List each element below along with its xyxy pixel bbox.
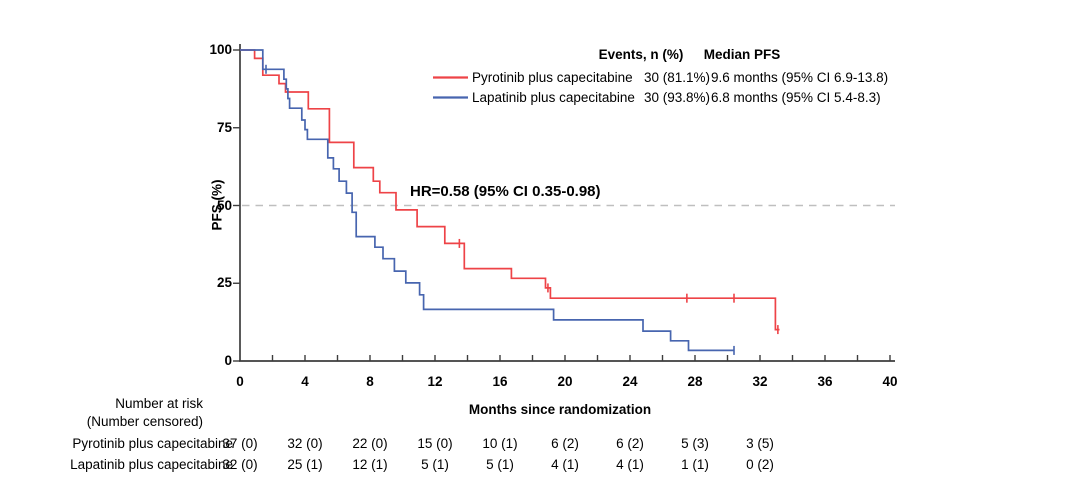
legend-label-pyrotinib: Pyrotinib plus capecitabine	[472, 70, 633, 85]
x-tick-label: 20	[557, 374, 573, 389]
y-tick-label: 25	[216, 275, 232, 291]
risk-value: 5 (1)	[421, 457, 449, 472]
x-tick-label: 28	[687, 374, 703, 389]
risk-value: 3 (5)	[746, 436, 774, 451]
risk-value: 0 (2)	[746, 457, 774, 472]
hr-annotation: HR=0.58 (95% CI 0.35-0.98)	[410, 183, 601, 200]
x-tick-label: 36	[817, 374, 833, 389]
legend-events-lapatinib: 30 (93.8%)	[644, 90, 711, 105]
risk-value: 32 (0)	[222, 457, 258, 472]
legend-events-pyrotinib: 30 (81.1%)	[644, 70, 711, 85]
x-tick-label: 0	[236, 374, 244, 389]
risk-table-header-line1: Number at risk	[115, 396, 203, 411]
x-tick-label: 12	[427, 374, 443, 389]
risk-value: 4 (1)	[616, 457, 644, 472]
risk-value: 5 (3)	[681, 436, 709, 451]
risk-value: 15 (0)	[417, 436, 453, 451]
risk-value: 6 (2)	[551, 436, 579, 451]
legend-header-events: Events, n (%)	[598, 47, 684, 62]
risk-row-label-lapatinib: Lapatinib plus capecitabine	[70, 457, 233, 472]
legend-median-pyrotinib: 9.6 months (95% CI 6.9-13.8)	[711, 70, 889, 85]
x-tick-label: 16	[492, 374, 508, 389]
y-tick-label: 75	[216, 119, 232, 135]
legend-header-median: Median PFS	[703, 47, 781, 62]
x-tick-label: 8	[366, 374, 374, 389]
legend-median-lapatinib: 6.8 months (95% CI 5.4-8.3)	[711, 90, 881, 105]
km-curve-pyrotinib	[240, 49, 780, 331]
risk-value: 4 (1)	[551, 457, 579, 472]
risk-value: 10 (1)	[482, 436, 518, 451]
risk-value: 37 (0)	[222, 436, 258, 451]
x-tick-label: 4	[301, 374, 309, 389]
risk-value: 25 (1)	[287, 457, 323, 472]
y-tick-label: 50	[216, 197, 232, 213]
x-tick-label: 40	[882, 374, 898, 389]
x-tick-label: 32	[752, 374, 768, 389]
risk-value: 12 (1)	[352, 457, 388, 472]
risk-value: 1 (1)	[681, 457, 709, 472]
risk-value: 5 (1)	[486, 457, 514, 472]
y-tick-label: 0	[224, 353, 232, 368]
x-axis-title: Months since randomization	[468, 402, 652, 417]
y-tick-label: 100	[209, 42, 232, 57]
legend-label-lapatinib: Lapatinib plus capecitabine	[472, 90, 635, 105]
x-tick-label: 24	[622, 374, 638, 389]
risk-row-label-pyrotinib: Pyrotinib plus capecitabine	[72, 436, 233, 451]
risk-table-header-line2: (Number censored)	[86, 414, 203, 429]
km-curve-lapatinib	[240, 49, 734, 352]
risk-value: 6 (2)	[616, 436, 644, 451]
risk-value: 22 (0)	[352, 436, 388, 451]
risk-value: 32 (0)	[287, 436, 323, 451]
